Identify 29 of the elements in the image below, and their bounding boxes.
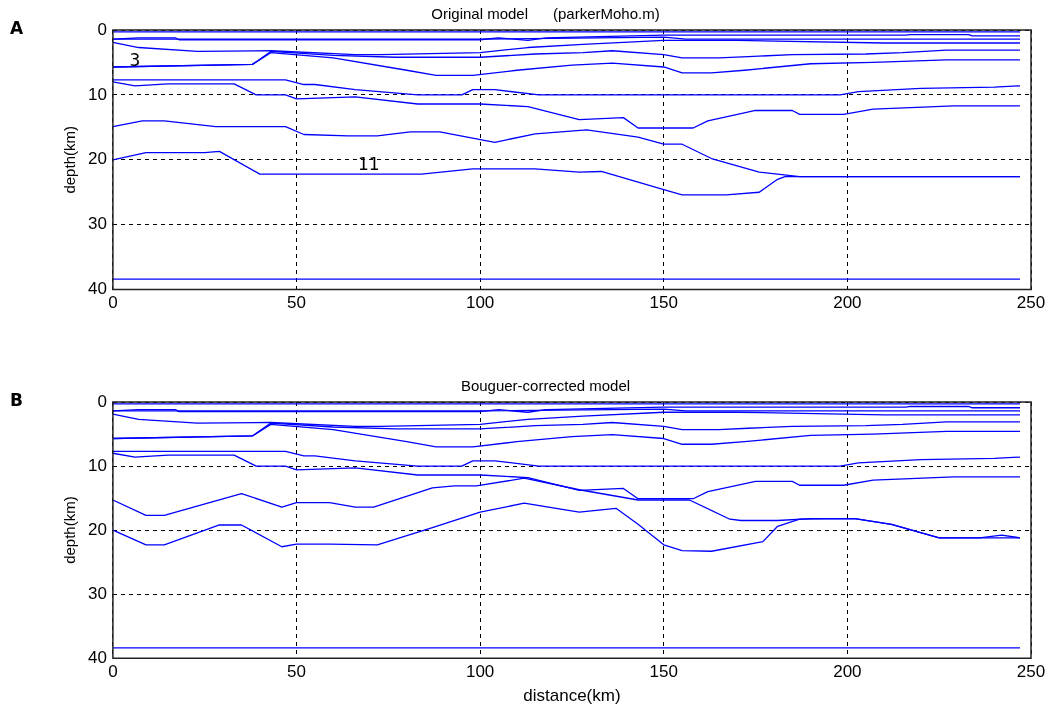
x-tick-label: 150: [649, 293, 678, 313]
x-tick-label: 100: [465, 293, 495, 313]
x-axis-title: distance(km): [523, 686, 621, 706]
y-tick-label: 0: [97, 391, 107, 411]
x-tick-label: 50: [287, 662, 306, 682]
y-tick-label: 40: [87, 647, 107, 667]
y-axis-title: depth(km): [61, 126, 79, 194]
y-tick-label: 10: [87, 84, 107, 104]
x-tick-label: 200: [833, 662, 862, 682]
x-tick-label: 200: [833, 293, 862, 313]
x-tick-label: 100: [465, 662, 495, 682]
text: A: [10, 18, 24, 38]
x-tick-label: 250: [1016, 662, 1046, 682]
y-tick-label: 40: [87, 279, 107, 299]
annotation: 11: [358, 154, 380, 174]
annotation: 3: [129, 50, 141, 71]
text: B: [10, 390, 23, 410]
y-tick-label: 30: [87, 214, 107, 234]
y-tick-label: 0: [97, 19, 107, 39]
y-tick-label: 30: [87, 583, 107, 603]
chart-title: Original model (parkerMoho.m): [431, 5, 660, 23]
y-tick-label: 20: [87, 519, 107, 539]
y-axis-title: depth(km): [61, 496, 79, 564]
x-tick-label: 150: [649, 662, 678, 682]
y-tick-label: 20: [87, 149, 107, 169]
chart-title: Bouguer-corrected model: [460, 377, 631, 395]
x-tick-label: 50: [287, 293, 306, 313]
x-tick-label: 250: [1016, 293, 1046, 313]
y-tick-label: 10: [87, 455, 107, 475]
